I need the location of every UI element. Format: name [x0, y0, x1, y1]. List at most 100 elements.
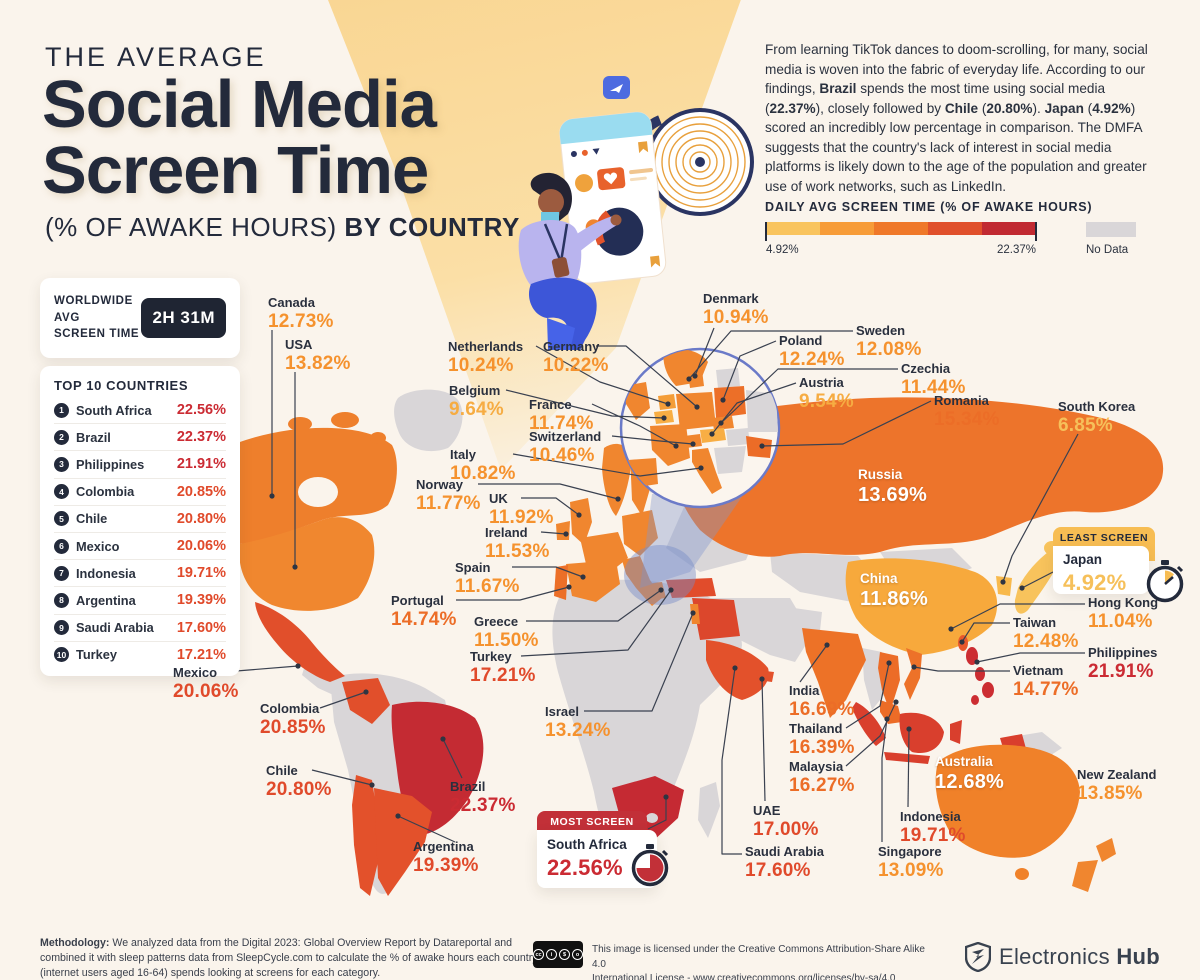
country-value: 11.86%: [860, 587, 928, 610]
top10-country: Indonesia: [76, 565, 136, 581]
map-label-poland: Poland 12.24%: [779, 334, 845, 369]
leader-dot: [906, 726, 912, 732]
map-canada: [195, 427, 397, 545]
intro-paragraph: From learning TikTok dances to doom-scro…: [765, 42, 1148, 194]
top10-value: 17.21%: [176, 646, 226, 663]
leader-line: [478, 483, 619, 500]
country-name: Israel: [545, 704, 579, 719]
leader-dot: [673, 443, 679, 449]
map-greece: [644, 582, 666, 600]
rank-badge: 8: [54, 592, 69, 608]
map-label-south-korea: South Korea 6.85%: [1058, 400, 1135, 435]
country-name: Turkey: [470, 649, 512, 664]
country-value: 10.24%: [448, 355, 514, 376]
map-egypt: [692, 598, 740, 640]
leader-line: [913, 666, 1010, 672]
country-value: 22.37%: [450, 795, 516, 816]
cc-i-icon: i: [546, 949, 557, 960]
leader-dot: [658, 587, 664, 593]
map-label-chile: Chile 20.80%: [266, 764, 332, 799]
map-label-portugal: Portugal 14.74%: [391, 594, 457, 629]
country-value: 17.21%: [470, 665, 536, 686]
country-value: 13.09%: [878, 860, 944, 881]
top10-value: 22.37%: [176, 429, 226, 446]
country-value: 15.34%: [934, 409, 1000, 430]
map-china: [845, 558, 998, 655]
leader-dot: [732, 665, 738, 671]
most-country-name: South Africa: [547, 837, 627, 852]
country-name: Portugal: [391, 593, 444, 608]
leader-dot: [911, 664, 917, 670]
country-value: 11.92%: [489, 507, 554, 528]
leader-dot: [886, 660, 892, 666]
leader-dot: [884, 716, 890, 722]
leader-dot: [692, 373, 698, 379]
map-label-austria: Austria 9.54%: [799, 376, 854, 411]
leader-line: [881, 718, 888, 842]
country-name: Romania: [934, 393, 989, 408]
country-value: 11.74%: [529, 413, 594, 434]
least-country-name: Japan: [1063, 552, 1103, 567]
leader-dot: [665, 401, 671, 407]
top10-card: TOP 10 COUNTRIES 1 South Africa 22.56% 2 …: [40, 366, 240, 676]
country-name: Thailand: [789, 721, 843, 736]
legend-tick-max: [1035, 222, 1037, 241]
map-label-france: France 11.74%: [529, 398, 594, 433]
map-label-brazil: Brazil 22.37%: [450, 780, 516, 815]
legend-min-label: 4.92%: [766, 244, 799, 256]
country-value: 9.64%: [449, 399, 504, 420]
shield-icon: [965, 942, 991, 972]
methodology-text: Methodology: We analyzed data from the D…: [40, 937, 538, 979]
country-value: 20.80%: [266, 779, 332, 800]
leader-line: [526, 589, 662, 622]
top10-country: Colombia: [76, 484, 135, 500]
top10-row: 6 Mexico 20.06%: [54, 531, 226, 559]
map-japan: [1014, 550, 1060, 614]
leader-line: [512, 453, 702, 477]
leader-dot: [580, 574, 586, 580]
leader-line: [720, 368, 898, 424]
top10-row: 1 South Africa 22.56%: [54, 397, 226, 423]
leader-dot: [1019, 585, 1025, 591]
map-label-malaysia: Malaysia 16.27%: [789, 760, 855, 795]
leader-dot: [686, 376, 692, 382]
country-name: Netherlands: [448, 339, 524, 354]
map-new-zealand: [1072, 838, 1116, 892]
map-russia: [671, 397, 1164, 557]
top10-value: 19.39%: [176, 592, 226, 609]
leader-line: [722, 340, 777, 401]
leader-dot: [363, 689, 369, 695]
leader-dot: [893, 699, 899, 705]
country-value: 17.60%: [745, 860, 811, 881]
country-name: Switzerland: [529, 429, 602, 444]
map-label-ireland: Ireland 11.53%: [485, 526, 550, 561]
leader-dot: [959, 639, 965, 645]
map-philippines: [966, 647, 994, 705]
paper-roll-icon: [622, 108, 754, 216]
cc-cc-icon: cc: [533, 949, 544, 960]
leader-line: [520, 589, 672, 657]
country-value: 10.82%: [450, 463, 516, 484]
stopwatch-icon-least: [1146, 560, 1184, 603]
legend-gradient-bar: [766, 222, 1036, 235]
map-mexico: [255, 602, 345, 682]
country-name: Malaysia: [789, 759, 844, 774]
map-label-new-zealand: New Zealand 13.85%: [1077, 768, 1156, 803]
map-label-colombia: Colombia 20.85%: [260, 702, 326, 737]
top10-row: 5 Chile 20.80%: [54, 504, 226, 532]
country-value: 13.82%: [285, 353, 351, 374]
leader-line: [845, 701, 897, 767]
country-value: 11.77%: [416, 493, 481, 514]
country-name: South Korea: [1058, 399, 1136, 414]
top10-country: Mexico: [76, 538, 120, 554]
country-name: France: [529, 397, 572, 412]
map-colombia: [342, 678, 390, 724]
map-label-russia: Russia 13.69%: [858, 468, 927, 505]
country-value: 9.54%: [799, 391, 854, 412]
country-value: 16.39%: [789, 737, 855, 758]
map-thailand: [878, 652, 900, 712]
page-title: Social Media Screen Time: [42, 67, 437, 208]
legend-max-label: 22.37%: [996, 244, 1036, 256]
leader-dot: [718, 420, 724, 426]
